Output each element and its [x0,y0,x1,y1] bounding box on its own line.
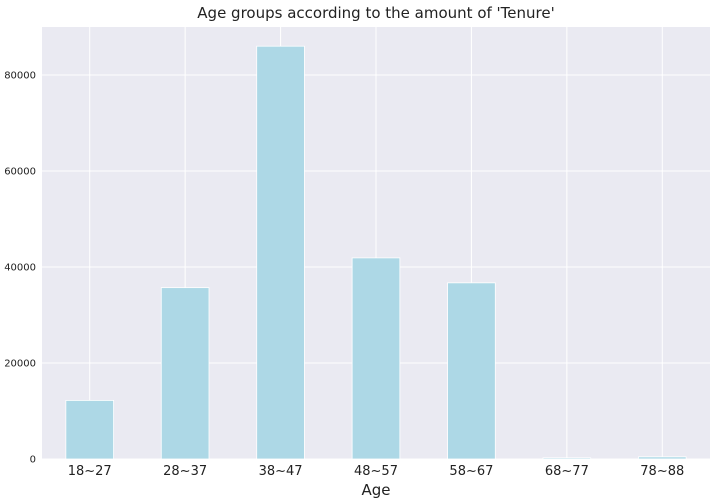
y-tick-label: 40000 [4,263,36,274]
x-tick-label: 48~57 [354,464,398,479]
bar-58~67 [447,282,496,460]
y-tick-label: 80000 [4,71,36,82]
x-axis-label: Age [361,481,390,499]
x-tick-label: 68~77 [545,464,589,479]
x-axis-ticks: 18~27 28~37 38~47 48~57 58~67 68~77 78~88 [68,464,685,479]
bar-48~57 [351,257,401,460]
x-tick-label: 78~88 [640,464,684,479]
bar-68~77 [542,457,592,460]
bar-18~27 [65,400,114,460]
y-tick-label: 0 [30,455,36,466]
y-tick-label: 60000 [4,167,36,178]
bar-28~37 [160,287,210,460]
x-tick-label: 38~47 [259,464,303,479]
x-tick-label: 28~37 [163,464,207,479]
bars [65,45,687,460]
bar-78~88 [638,456,687,460]
x-tick-label: 58~67 [449,464,493,479]
chart-title: Age groups according to the amount of 'T… [197,4,554,22]
y-tick-label: 20000 [4,359,36,370]
x-tick-label: 18~27 [68,464,112,479]
bar-38~47 [256,45,305,460]
y-axis-ticks: 0 20000 40000 60000 80000 [4,71,36,466]
